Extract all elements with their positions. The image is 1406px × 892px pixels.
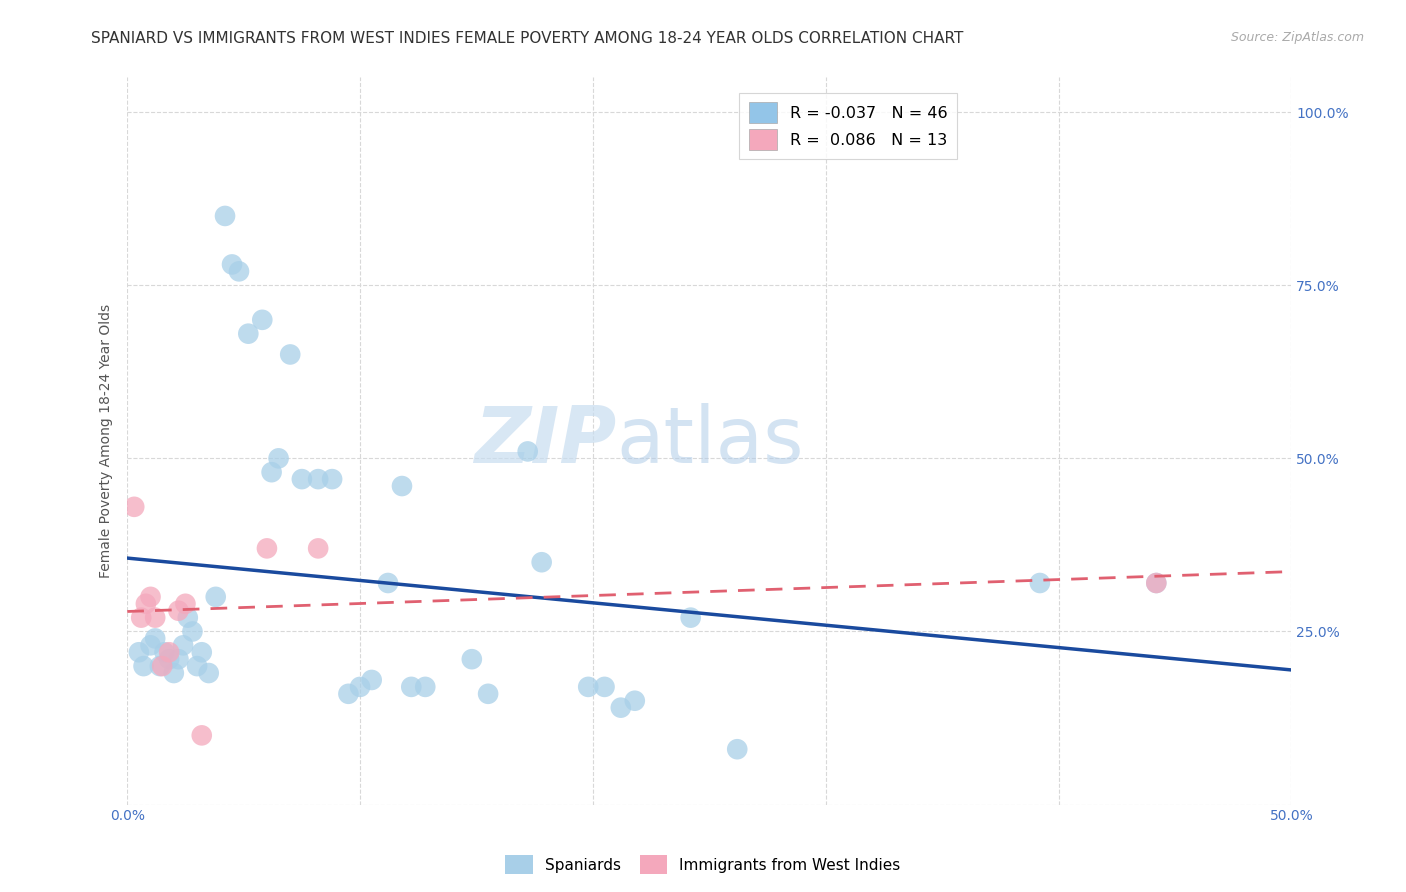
Point: [391, 479, 413, 493]
Point: [143, 632, 166, 646]
Point: [157, 652, 180, 666]
Point: [725, 742, 748, 756]
Point: [204, 590, 226, 604]
Point: [167, 652, 190, 666]
Point: [129, 610, 152, 624]
Point: [1029, 576, 1052, 591]
Text: ZIP: ZIP: [474, 403, 616, 479]
Text: SPANIARD VS IMMIGRANTS FROM WEST INDIES FEMALE POVERTY AMONG 18-24 YEAR OLDS COR: SPANIARD VS IMMIGRANTS FROM WEST INDIES …: [91, 31, 963, 46]
Point: [307, 472, 329, 486]
Point: [307, 541, 329, 556]
Point: [516, 444, 538, 458]
Point: [181, 624, 204, 639]
Point: [221, 257, 243, 271]
Point: [291, 472, 314, 486]
Point: [177, 610, 200, 624]
Point: [139, 638, 162, 652]
Point: [197, 666, 219, 681]
Point: [153, 645, 176, 659]
Point: [477, 687, 499, 701]
Legend: Spaniards, Immigrants from West Indies: Spaniards, Immigrants from West Indies: [499, 849, 907, 880]
Point: [150, 659, 173, 673]
Point: [576, 680, 599, 694]
Point: [321, 472, 343, 486]
Point: [1144, 576, 1167, 591]
Text: Source: ZipAtlas.com: Source: ZipAtlas.com: [1230, 31, 1364, 45]
Y-axis label: Female Poverty Among 18-24 Year Olds: Female Poverty Among 18-24 Year Olds: [100, 304, 114, 578]
Point: [679, 610, 702, 624]
Point: [214, 209, 236, 223]
Point: [337, 687, 360, 701]
Point: [256, 541, 278, 556]
Point: [167, 604, 190, 618]
Text: atlas: atlas: [616, 403, 804, 479]
Point: [135, 597, 157, 611]
Point: [278, 347, 301, 361]
Point: [1144, 576, 1167, 591]
Point: [186, 659, 208, 673]
Point: [413, 680, 436, 694]
Point: [267, 451, 290, 466]
Point: [593, 680, 616, 694]
Point: [349, 680, 371, 694]
Point: [190, 728, 212, 742]
Point: [530, 555, 553, 569]
Point: [174, 597, 197, 611]
Point: [157, 645, 180, 659]
Point: [238, 326, 260, 341]
Point: [401, 680, 423, 694]
Point: [260, 465, 283, 479]
Point: [128, 645, 150, 659]
Point: [461, 652, 484, 666]
Point: [360, 673, 382, 687]
Point: [252, 313, 274, 327]
Point: [623, 694, 645, 708]
Point: [122, 500, 145, 514]
Point: [190, 645, 212, 659]
Point: [149, 659, 172, 673]
Point: [132, 659, 155, 673]
Point: [172, 638, 194, 652]
Legend: R = -0.037   N = 46, R =  0.086   N = 13: R = -0.037 N = 46, R = 0.086 N = 13: [740, 93, 957, 160]
Point: [377, 576, 399, 591]
Point: [163, 666, 186, 681]
Point: [139, 590, 162, 604]
Point: [143, 610, 166, 624]
Point: [228, 264, 250, 278]
Point: [610, 700, 633, 714]
